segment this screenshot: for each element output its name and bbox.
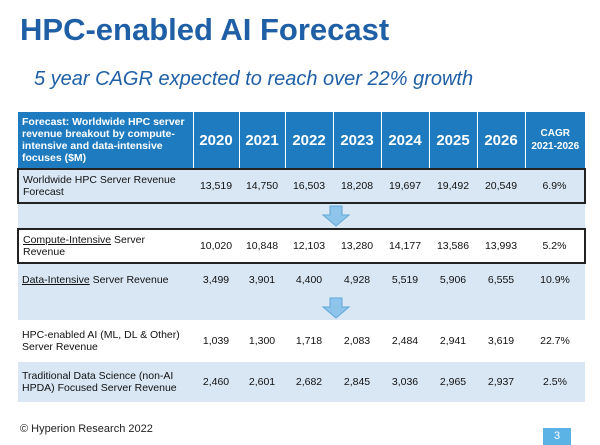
table-cell: 14,177 — [381, 228, 429, 264]
table-cell: 3,619 — [477, 320, 525, 362]
table-cell: 13,519 — [193, 168, 239, 204]
table-cell: 14,750 — [239, 168, 285, 204]
table-cell: 12,103 — [285, 228, 333, 264]
cagr-cell: 5.2% — [525, 228, 586, 264]
table-row-ai: HPC-enabled AI (ML, DL & Other) Server R… — [18, 320, 585, 362]
table-cell: 2,941 — [429, 320, 477, 362]
table-cell: 3,036 — [381, 361, 429, 402]
table-cell: 3,901 — [239, 262, 285, 296]
table-cell: 19,492 — [429, 168, 477, 204]
cagr-header-line1: CAGR — [540, 128, 570, 139]
slide-subtitle: 5 year CAGR expected to reach over 22% g… — [34, 68, 474, 90]
table-cell: 1,300 — [239, 320, 285, 362]
table-cell: 19,697 — [381, 168, 429, 204]
table-cell: 4,400 — [285, 262, 333, 296]
table-row-total: Worldwide HPC Server Revenue Forecast 13… — [17, 168, 586, 204]
table-cell: 2,460 — [193, 361, 239, 402]
table-row-traditional: Traditional Data Science (non-AI HPDA) F… — [18, 361, 585, 402]
down-arrow-icon — [321, 297, 350, 319]
table-cell: 2,601 — [239, 361, 285, 402]
table-cell: 10,020 — [193, 228, 239, 264]
copyright-footer: © Hyperion Research 2022 — [20, 423, 153, 435]
row-label-underlined: Data-Intensive — [22, 274, 90, 286]
row-label: Data-Intensive Server Revenue — [18, 262, 193, 296]
row-label: Traditional Data Science (non-AI HPDA) F… — [18, 361, 193, 402]
table-cell: 2,845 — [333, 361, 381, 402]
row-label: Compute-Intensive Server Revenue — [17, 228, 193, 264]
slide-title: HPC-enabled AI Forecast — [20, 12, 390, 47]
year-header: 2022 — [284, 112, 333, 169]
cagr-header: CAGR 2021-2026 — [524, 112, 585, 169]
year-header: 2026 — [476, 112, 525, 169]
table-cell: 5,519 — [381, 262, 429, 296]
page-number-badge: 3 — [543, 428, 571, 445]
cagr-cell: 10.9% — [525, 262, 585, 296]
header-label: Forecast: Worldwide HPC server revenue b… — [18, 112, 193, 169]
table-cell: 2,937 — [477, 361, 525, 402]
year-header: 2023 — [332, 112, 381, 169]
row-label-rest: Server Revenue — [89, 274, 169, 286]
table-header-row: Forecast: Worldwide HPC server revenue b… — [18, 112, 585, 169]
cagr-cell: 22.7% — [525, 320, 585, 362]
cagr-cell: 2.5% — [525, 361, 585, 402]
table-cell: 1,718 — [285, 320, 333, 362]
table-cell: 1,039 — [193, 320, 239, 362]
table-cell: 2,484 — [381, 320, 429, 362]
table-cell: 10,848 — [239, 228, 285, 264]
table-cell: 18,208 — [333, 168, 381, 204]
year-header: 2020 — [192, 112, 239, 169]
table-cell: 3,499 — [193, 262, 239, 296]
table-cell: 20,549 — [477, 168, 525, 204]
table-cell: 2,682 — [285, 361, 333, 402]
table-cell: 13,993 — [477, 228, 525, 264]
table-cell: 2,083 — [333, 320, 381, 362]
table-cell: 5,906 — [429, 262, 477, 296]
separator-cell — [18, 203, 585, 229]
separator-row — [18, 203, 585, 229]
table-cell: 6,555 — [477, 262, 525, 296]
down-arrow-icon — [321, 205, 350, 227]
table-cell: 16,503 — [285, 168, 333, 204]
table-row-data-intensive: Data-Intensive Server Revenue 3,499 3,90… — [18, 262, 585, 296]
row-label: HPC-enabled AI (ML, DL & Other) Server R… — [18, 320, 193, 362]
cagr-header-line2: 2021-2026 — [531, 141, 580, 152]
table-cell: 2,965 — [429, 361, 477, 402]
row-label: Worldwide HPC Server Revenue Forecast — [17, 168, 193, 204]
table-cell: 13,280 — [333, 228, 381, 264]
table-row-compute: Compute-Intensive Server Revenue 10,020 … — [17, 228, 586, 264]
table-cell: 13,586 — [429, 228, 477, 264]
row-label-rest: Server Revenue — [23, 234, 145, 258]
row-label-underlined: Compute-Intensive — [23, 234, 112, 246]
cagr-cell: 6.9% — [525, 168, 586, 204]
separator-cell — [18, 296, 585, 321]
year-header: 2025 — [428, 112, 477, 169]
forecast-table: Forecast: Worldwide HPC server revenue b… — [17, 112, 586, 402]
table-cell: 4,928 — [333, 262, 381, 296]
year-header: 2024 — [380, 112, 429, 169]
separator-row — [18, 296, 585, 321]
year-header: 2021 — [238, 112, 285, 169]
